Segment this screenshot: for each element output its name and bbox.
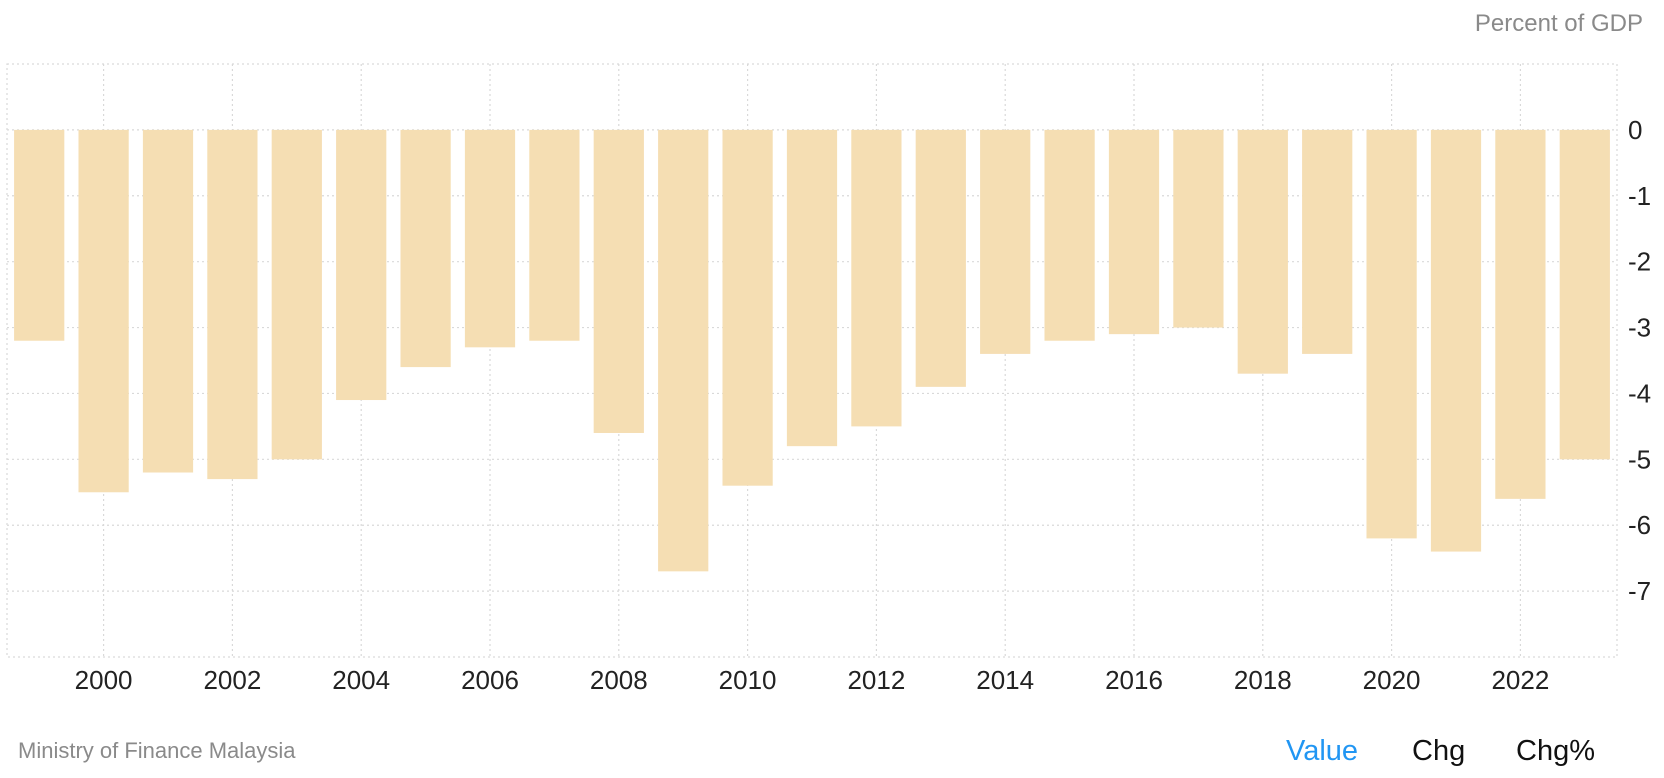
bar-2015[interactable] bbox=[1044, 129, 1095, 341]
plot-frame bbox=[6, 63, 1618, 658]
y-tick-label: -3 bbox=[1628, 313, 1651, 343]
bar-2002[interactable] bbox=[207, 129, 258, 480]
bar-2011[interactable] bbox=[786, 129, 838, 447]
bar-2019[interactable] bbox=[1302, 129, 1353, 354]
bar-2010[interactable] bbox=[722, 129, 773, 486]
x-tick-label: 2002 bbox=[203, 665, 261, 695]
source-label: Ministry of Finance Malaysia bbox=[18, 738, 296, 763]
y-tick-label: -4 bbox=[1628, 378, 1651, 408]
bar-2006[interactable] bbox=[464, 129, 516, 348]
bars bbox=[14, 129, 1610, 572]
bar-2004[interactable] bbox=[336, 129, 387, 401]
bar-2000[interactable] bbox=[78, 129, 129, 493]
x-tick-label: 2010 bbox=[719, 665, 777, 695]
bar-2023[interactable] bbox=[1559, 129, 1610, 460]
y-tick-label: -1 bbox=[1628, 181, 1651, 211]
bar-2018[interactable] bbox=[1237, 129, 1288, 374]
bar-2022[interactable] bbox=[1495, 129, 1546, 499]
y-tick-label: 0 bbox=[1628, 115, 1642, 145]
x-tick-label: 2022 bbox=[1491, 665, 1549, 695]
bar-2016[interactable] bbox=[1108, 129, 1160, 335]
bar-2021[interactable] bbox=[1430, 129, 1482, 552]
tab-chg-percent[interactable]: Chg% bbox=[1516, 735, 1595, 767]
bar-2012[interactable] bbox=[851, 129, 902, 427]
bar-1999[interactable] bbox=[14, 129, 65, 341]
bar-2001[interactable] bbox=[142, 129, 194, 473]
y-axis-labels: 0 -1 -2 -3 -4 -5 -6 -7 bbox=[1628, 115, 1651, 606]
x-tick-label: 2020 bbox=[1363, 665, 1421, 695]
y-tick-label: -7 bbox=[1628, 576, 1651, 606]
tab-value[interactable]: Value bbox=[1286, 735, 1359, 767]
bar-2009[interactable] bbox=[658, 129, 709, 572]
bar-2008[interactable] bbox=[593, 129, 644, 433]
tab-chg[interactable]: Chg bbox=[1412, 735, 1466, 767]
x-tick-label: 2018 bbox=[1234, 665, 1292, 695]
x-tick-label: 2012 bbox=[847, 665, 905, 695]
unit-label: Percent of GDP bbox=[1474, 10, 1643, 37]
mode-tabs: Value Chg Chg% bbox=[1280, 735, 1664, 775]
x-tick-label: 2014 bbox=[976, 665, 1034, 695]
x-tick-label: 2016 bbox=[1105, 665, 1163, 695]
bar-2003[interactable] bbox=[271, 129, 322, 460]
bar-2014[interactable] bbox=[980, 129, 1031, 354]
x-tick-label: 2008 bbox=[590, 665, 648, 695]
x-axis-labels: 2000 2002 2004 2006 2008 2010 2012 2014 2016 2018… bbox=[75, 665, 1550, 695]
y-tick-label: -2 bbox=[1628, 247, 1651, 277]
x-tick-label: 2004 bbox=[332, 665, 390, 695]
bar-2013[interactable] bbox=[915, 129, 966, 387]
bar-2005[interactable] bbox=[400, 129, 451, 368]
y-tick-label: -6 bbox=[1628, 510, 1651, 540]
bar-2020[interactable] bbox=[1366, 129, 1417, 539]
bar-2017[interactable] bbox=[1173, 129, 1224, 328]
x-tick-label: 2006 bbox=[461, 665, 519, 695]
y-tick-label: -5 bbox=[1628, 444, 1651, 474]
bar-2007[interactable] bbox=[529, 129, 580, 341]
x-tick-label: 2000 bbox=[75, 665, 133, 695]
